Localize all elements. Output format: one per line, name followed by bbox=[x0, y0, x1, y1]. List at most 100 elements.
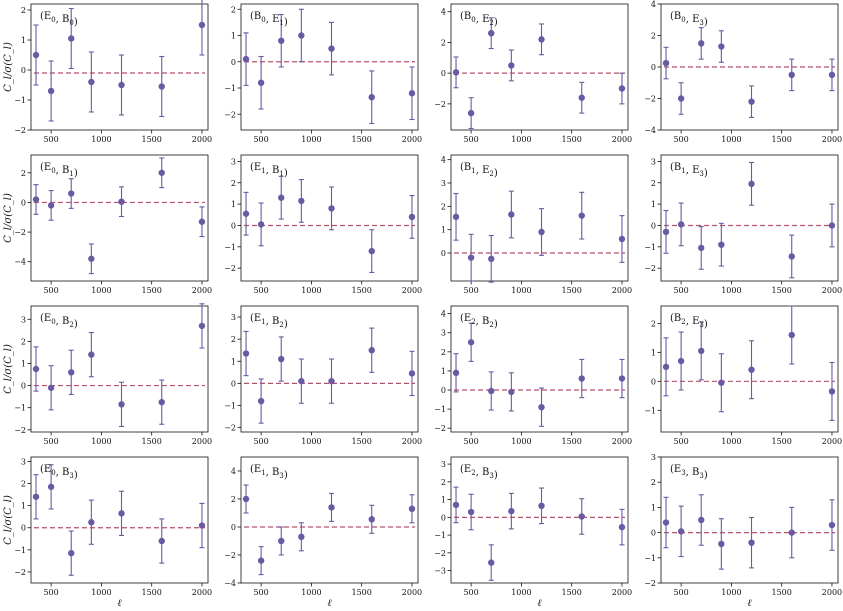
data-point bbox=[748, 539, 755, 546]
panel-12: −1 0 1 2 500 1000 1500 2000 (B2, E3) bbox=[644, 305, 842, 446]
y-tick-label: −2 bbox=[224, 551, 236, 560]
data-point bbox=[368, 516, 375, 523]
data-point bbox=[68, 549, 75, 557]
y-tick-label: −2 bbox=[644, 579, 656, 588]
x-tick-label: 2000 bbox=[612, 437, 632, 446]
y-tick-label: 4 bbox=[651, 0, 656, 9]
data-point bbox=[198, 322, 206, 330]
data-point bbox=[408, 213, 416, 221]
y-tick-label: 1 bbox=[441, 367, 446, 376]
y-tick-label: 0 bbox=[651, 221, 656, 230]
data-point bbox=[452, 213, 460, 221]
y-tick-label: 0 bbox=[21, 524, 26, 533]
x-tick-label: 1500 bbox=[352, 588, 372, 597]
x-tick-label: 1500 bbox=[772, 135, 792, 144]
data-point bbox=[88, 255, 95, 262]
x-tick-label: 500 bbox=[673, 286, 688, 295]
y-tick-label: −3 bbox=[434, 567, 446, 576]
y-tick-label: 1 bbox=[651, 503, 656, 512]
panel-frame bbox=[450, 3, 629, 131]
data-point bbox=[618, 85, 626, 92]
panel-title: (E1, B3) bbox=[250, 464, 288, 481]
y-tick-label: 0 bbox=[231, 58, 236, 67]
y-tick-label: 2 bbox=[231, 495, 236, 504]
y-tick-label: −2 bbox=[224, 264, 236, 273]
y-tick-label: 2 bbox=[21, 480, 26, 489]
y-tick-label: −2 bbox=[434, 549, 446, 558]
panel-4: −4 −2 0 2 4 500 1000 1500 2000 (B0, E3) bbox=[644, 0, 842, 144]
data-point bbox=[278, 37, 285, 44]
x-axis-title: ℓ bbox=[537, 598, 541, 609]
panel-frame bbox=[240, 154, 419, 282]
data-point bbox=[298, 377, 305, 385]
y-tick-label: 2 bbox=[231, 335, 236, 344]
data-point bbox=[198, 21, 206, 29]
y-tick-label: −2 bbox=[14, 126, 26, 135]
y-tick-label: 0 bbox=[21, 382, 26, 391]
panel-11: −2 −1 0 1 2 3 4 500 1000 1500 2000 (E2, B2) bbox=[434, 305, 632, 446]
data-point bbox=[828, 521, 836, 529]
y-tick-label: 3 bbox=[231, 157, 236, 166]
data-point bbox=[257, 79, 265, 86]
y-tick-label: −2 bbox=[644, 95, 656, 104]
data-point bbox=[368, 247, 375, 255]
y-tick-label: −2 bbox=[224, 424, 236, 433]
data-point bbox=[618, 235, 626, 243]
panel-title: (E0, B3) bbox=[40, 464, 78, 481]
x-tick-label: 500 bbox=[43, 135, 58, 144]
x-tick-label: 2000 bbox=[612, 135, 632, 144]
x-tick-label: 1000 bbox=[91, 286, 111, 295]
data-point bbox=[508, 211, 515, 218]
data-point bbox=[278, 194, 285, 201]
data-point bbox=[298, 32, 305, 39]
data-point bbox=[47, 202, 55, 209]
panel-frame bbox=[240, 305, 419, 433]
y-tick-label: 2 bbox=[21, 6, 26, 15]
x-tick-label: 1000 bbox=[721, 588, 741, 597]
data-point bbox=[242, 495, 250, 503]
y-tick-label: −4 bbox=[14, 258, 26, 267]
panel-frame bbox=[30, 456, 209, 584]
y-tick-label: 0 bbox=[441, 69, 446, 78]
y-tick-label: 1 bbox=[441, 496, 446, 505]
data-point bbox=[368, 93, 375, 101]
y-tick-label: 0 bbox=[231, 221, 236, 230]
y-tick-label: −1 bbox=[224, 401, 236, 410]
data-point bbox=[278, 355, 285, 363]
y-tick-label: −1 bbox=[14, 404, 26, 413]
x-tick-label: 1000 bbox=[721, 286, 741, 295]
panel-title: (E2, B2) bbox=[460, 313, 498, 330]
panel-title: (B0, E2) bbox=[460, 11, 498, 28]
data-point bbox=[242, 350, 250, 357]
x-tick-label: 1000 bbox=[511, 286, 531, 295]
panel-13: −2 −1 0 1 2 3 500 1000 1500 2000 (E0, B3) bbox=[14, 456, 212, 597]
data-point bbox=[788, 529, 795, 536]
data-point bbox=[508, 62, 515, 69]
y-tick-label: −1 bbox=[224, 243, 236, 252]
data-point bbox=[68, 190, 75, 197]
data-point bbox=[328, 205, 335, 212]
panel-8: −2 −1 0 1 2 3 500 1000 1500 2000 (B1, E3) bbox=[644, 154, 842, 295]
y-tick-label: 0 bbox=[21, 66, 26, 75]
x-tick-label: 1500 bbox=[142, 437, 162, 446]
x-axis-title: ℓ bbox=[117, 598, 121, 609]
panel-14: −4 −2 0 2 4 500 1000 1500 2000 (E1, B3) bbox=[224, 456, 422, 597]
y-tick-label: 3 bbox=[441, 460, 446, 469]
x-tick-label: 1500 bbox=[142, 286, 162, 295]
data-point bbox=[538, 502, 545, 510]
x-tick-label: 2000 bbox=[192, 286, 212, 295]
x-axis-title: ℓ bbox=[327, 598, 331, 609]
panel-5: −4 −2 0 2 500 1000 1500 2000 (E0, B1) bbox=[14, 154, 212, 295]
x-tick-label: 500 bbox=[253, 588, 268, 597]
data-point bbox=[698, 516, 705, 524]
x-tick-label: 2000 bbox=[822, 588, 842, 597]
y-tick-label: −2 bbox=[434, 424, 446, 433]
data-point bbox=[118, 81, 125, 89]
x-tick-label: 500 bbox=[43, 437, 58, 446]
x-tick-label: 2000 bbox=[402, 588, 422, 597]
panel-title: (B0, E1) bbox=[250, 11, 288, 28]
x-tick-label: 1500 bbox=[562, 135, 582, 144]
panel-title: (E0, B0) bbox=[40, 11, 78, 28]
data-point bbox=[508, 507, 515, 515]
x-tick-label: 1000 bbox=[301, 286, 321, 295]
